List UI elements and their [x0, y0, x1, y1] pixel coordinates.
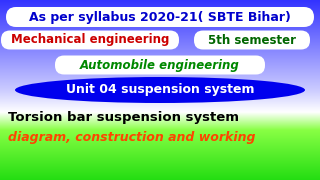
- Text: Mechanical engineering: Mechanical engineering: [11, 33, 169, 46]
- Text: Automobile engineering: Automobile engineering: [80, 58, 240, 71]
- Text: 5th semester: 5th semester: [208, 33, 296, 46]
- FancyBboxPatch shape: [6, 7, 314, 27]
- Ellipse shape: [15, 77, 305, 103]
- FancyBboxPatch shape: [1, 30, 179, 50]
- Text: Unit 04 suspension system: Unit 04 suspension system: [66, 84, 254, 96]
- Text: Torsion bar suspension system: Torsion bar suspension system: [8, 111, 239, 123]
- Text: diagram, construction and working: diagram, construction and working: [8, 132, 255, 145]
- FancyBboxPatch shape: [194, 30, 310, 50]
- Text: As per syllabus 2020-21( SBTE Bihar): As per syllabus 2020-21( SBTE Bihar): [29, 10, 291, 24]
- FancyBboxPatch shape: [55, 55, 265, 75]
